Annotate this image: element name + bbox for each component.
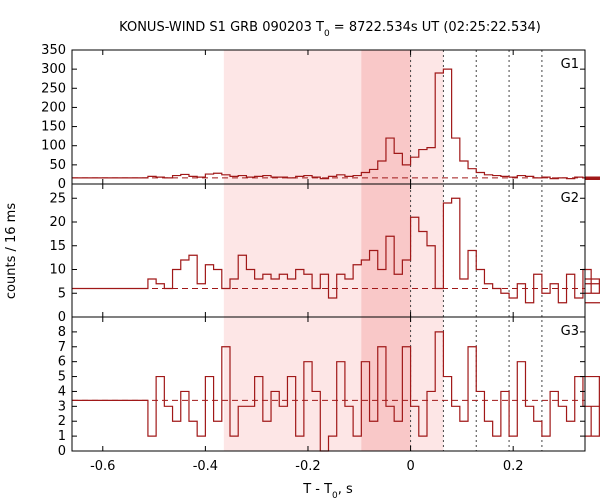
chart-title: KONUS-WIND S1 GRB 090203 T0 = 8722.534s …: [119, 20, 541, 39]
y-tick-label: 25: [49, 191, 66, 206]
y-tick-label: 2: [58, 414, 66, 429]
y-tick-label: 15: [49, 239, 66, 254]
x-tick-label: -0.4: [193, 459, 218, 474]
y-tick-label: 10: [49, 263, 66, 278]
y-tick-label: 0: [58, 177, 66, 192]
panel-g1: 0 50 100 150 200 250 300 350 G1: [41, 43, 600, 192]
panel-g2: 0 5 10 15 20 25 G2: [49, 183, 600, 325]
y-tick-label: 200: [41, 100, 66, 115]
panel-label: G2: [561, 191, 579, 206]
panel-frame: [71, 316, 586, 452]
x-tick-label: -0.2: [295, 459, 320, 474]
x-axis: -0.6 -0.4 -0.2 0 0.2: [90, 459, 523, 474]
count-histogram: [72, 68, 600, 181]
y-tick-label: 250: [41, 81, 66, 96]
y-tick-label: 5: [58, 370, 66, 385]
y-axis-label: counts / 16 ms: [4, 203, 19, 299]
y-tick-label: 6: [58, 355, 66, 370]
y-tick-label: 0: [58, 444, 66, 459]
y-tick-label: 7: [58, 340, 66, 355]
y-tick-label: 8: [58, 325, 66, 340]
x-tick-label: 0: [406, 459, 414, 474]
y-tick-label: 300: [41, 62, 66, 77]
x-tick-label: -0.6: [90, 459, 115, 474]
x-tick-label: 0.2: [503, 459, 524, 474]
panel-label: G3: [561, 324, 579, 339]
y-tick-label: 150: [41, 120, 66, 135]
y-tick-label: 4: [58, 384, 66, 399]
y-tick-label: 20: [49, 215, 66, 230]
y-tick-label: 1: [58, 429, 66, 444]
panel-label: G1: [561, 57, 579, 72]
count-histogram: [72, 331, 600, 452]
y-tick-label: 100: [41, 139, 66, 154]
y-tick-label: 5: [58, 286, 66, 301]
y-tick-label: 50: [49, 158, 66, 173]
y-tick-label: 350: [41, 43, 66, 58]
x-axis-label: T - T0, s: [302, 482, 353, 500]
y-tick-label: 0: [58, 310, 66, 325]
y-tick-label: 3: [58, 399, 66, 414]
count-histogram: [72, 197, 600, 304]
